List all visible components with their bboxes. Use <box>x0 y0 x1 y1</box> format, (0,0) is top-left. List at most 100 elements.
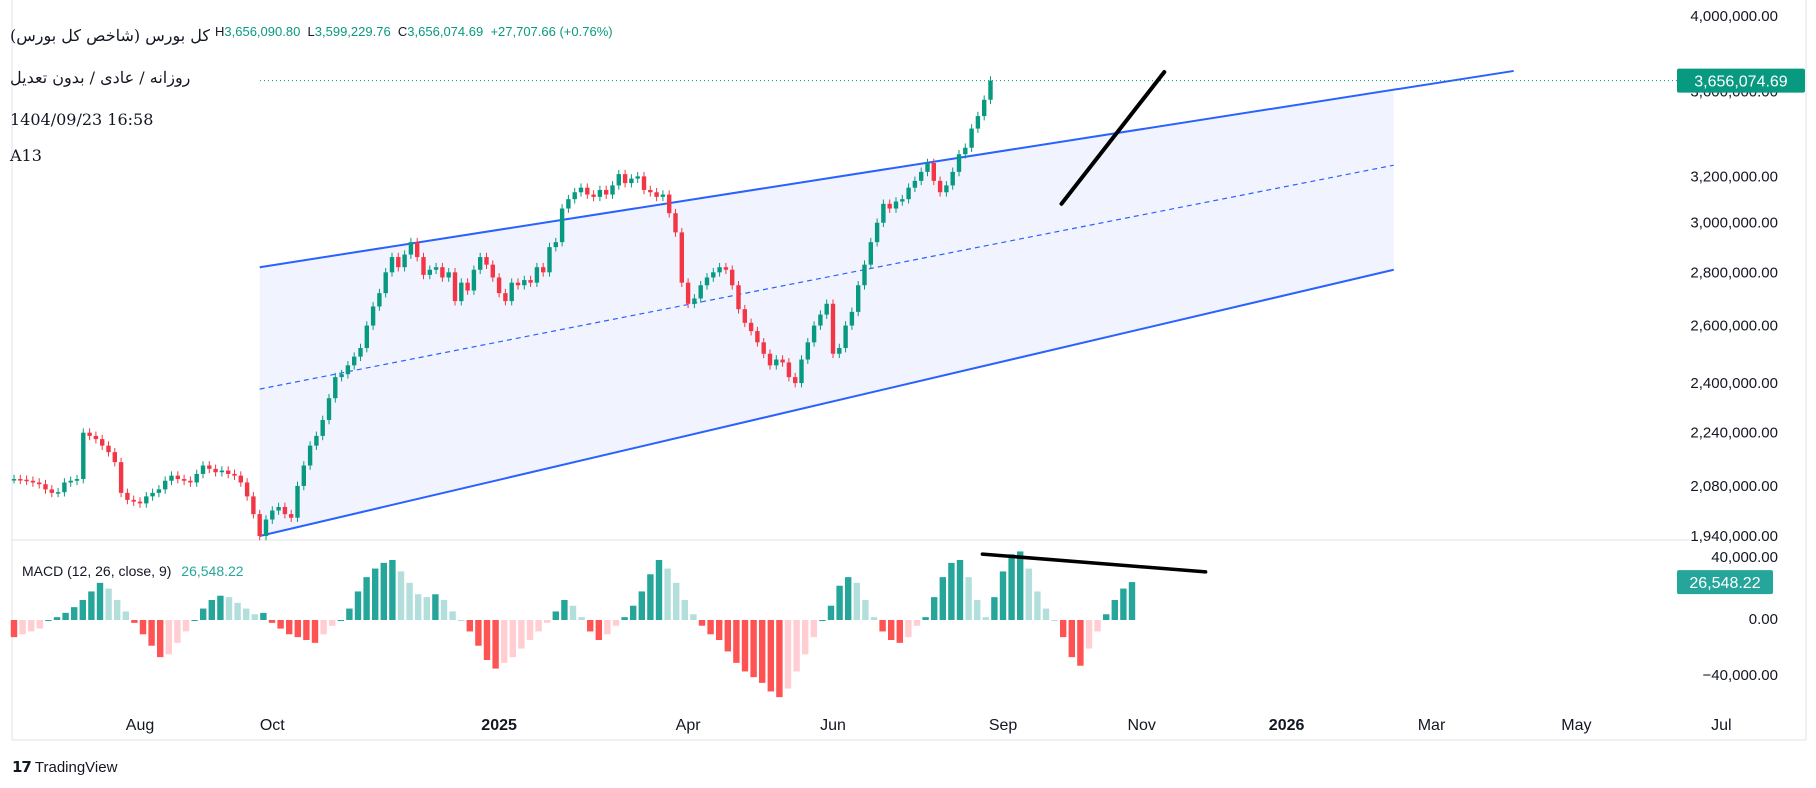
candle <box>345 365 351 375</box>
candle <box>232 473 237 476</box>
last-price-tag[interactable] <box>1677 68 1805 93</box>
macd-bar <box>200 608 207 620</box>
candle <box>440 267 445 278</box>
macd-bar <box>879 620 886 632</box>
candle <box>87 432 92 436</box>
macd-bar <box>1094 620 1101 632</box>
candle <box>188 480 193 483</box>
candle <box>711 272 716 278</box>
candle <box>289 514 294 518</box>
macd-histogram <box>10 551 1136 698</box>
candle <box>547 247 552 273</box>
trend-lines <box>980 70 1208 574</box>
tradingview-brand[interactable]: 𝟭𝟳 TradingView <box>12 758 117 777</box>
candle <box>805 342 810 360</box>
macd-bar <box>784 620 792 689</box>
candle <box>673 213 678 233</box>
macd-legend[interactable]: MACD (12, 26, close, 9) 26,548.22 <box>22 563 244 579</box>
y-tick-label: 2,240,000.00 <box>1690 425 1778 442</box>
symbol-name[interactable]: کل بورس (شاخص کل بورس) <box>10 26 211 45</box>
candle <box>900 199 905 202</box>
y-tick-label: 4,000,000.00 <box>1690 8 1778 25</box>
candle <box>364 325 369 349</box>
candle <box>383 272 388 294</box>
candle <box>433 267 439 270</box>
candle <box>30 480 36 483</box>
candle <box>276 506 281 511</box>
macd-bar <box>1025 568 1032 620</box>
candle <box>137 501 143 504</box>
macd-bar <box>948 562 955 620</box>
macd-bar <box>612 620 620 626</box>
candle <box>906 187 911 200</box>
macd-bar <box>544 620 551 623</box>
candle <box>585 187 590 195</box>
candle <box>660 194 666 197</box>
candle <box>578 187 584 193</box>
macd-bar <box>595 620 602 640</box>
macd-bar <box>415 594 422 620</box>
candle <box>156 489 162 493</box>
macd-bar <box>354 591 362 620</box>
macd-bar <box>157 620 164 658</box>
macd-bar <box>114 600 121 620</box>
candle <box>370 306 376 326</box>
candle <box>969 128 974 148</box>
macd-bar <box>501 620 508 663</box>
macd-bar <box>888 620 895 640</box>
candle <box>496 277 502 294</box>
candle <box>748 322 754 332</box>
candle <box>975 116 981 129</box>
macd-bar <box>28 620 35 632</box>
macd-bar <box>776 620 783 698</box>
candle <box>490 264 495 278</box>
x-tick-label: Oct <box>260 717 285 734</box>
candle <box>963 147 968 155</box>
candle <box>622 174 628 184</box>
candle <box>62 482 67 493</box>
macd-bar <box>320 620 327 635</box>
macd-bar <box>836 585 843 620</box>
candle <box>421 257 426 275</box>
macd-bar <box>71 607 78 620</box>
macd-bar <box>329 620 336 626</box>
candle <box>169 475 174 481</box>
candle <box>270 510 275 520</box>
macd-bar <box>896 620 903 643</box>
candle <box>786 362 792 378</box>
ohlc-readout: H3,656,090.80 L3,599,229.76 C3,656,074.6… <box>215 24 613 39</box>
macd-bar <box>234 602 241 620</box>
macd-bar <box>630 605 637 620</box>
symbol-datetime: 1404/09/23 16:58 <box>10 110 154 129</box>
candle <box>572 192 577 200</box>
macd-bar <box>88 591 95 620</box>
macd-bar <box>638 591 645 620</box>
change-value: +27,707.66 (+0.76%) <box>490 24 613 39</box>
macd-bar <box>845 577 852 620</box>
candle <box>396 257 401 268</box>
candle <box>24 479 29 482</box>
macd-value-tag <box>1677 570 1773 595</box>
candle <box>333 377 338 399</box>
price-candles <box>11 76 1680 541</box>
x-tick-label: Sep <box>989 717 1018 734</box>
candle <box>553 242 558 248</box>
macd-bar <box>991 597 998 620</box>
macd-bar <box>466 620 473 632</box>
candle <box>849 311 855 326</box>
candle <box>685 282 691 304</box>
macd-bar <box>122 611 129 620</box>
macd-bar <box>655 560 663 620</box>
macd-bar <box>690 614 697 620</box>
macd-bar <box>380 562 387 620</box>
candle <box>528 280 533 283</box>
candle <box>648 189 653 193</box>
macd-bar <box>578 617 585 620</box>
x-tick-label: Jul <box>1711 717 1731 734</box>
macd-bar <box>974 600 981 620</box>
channel-lower-line <box>259 268 1394 537</box>
candle <box>698 285 703 299</box>
candle <box>937 180 943 193</box>
candle <box>150 492 155 497</box>
